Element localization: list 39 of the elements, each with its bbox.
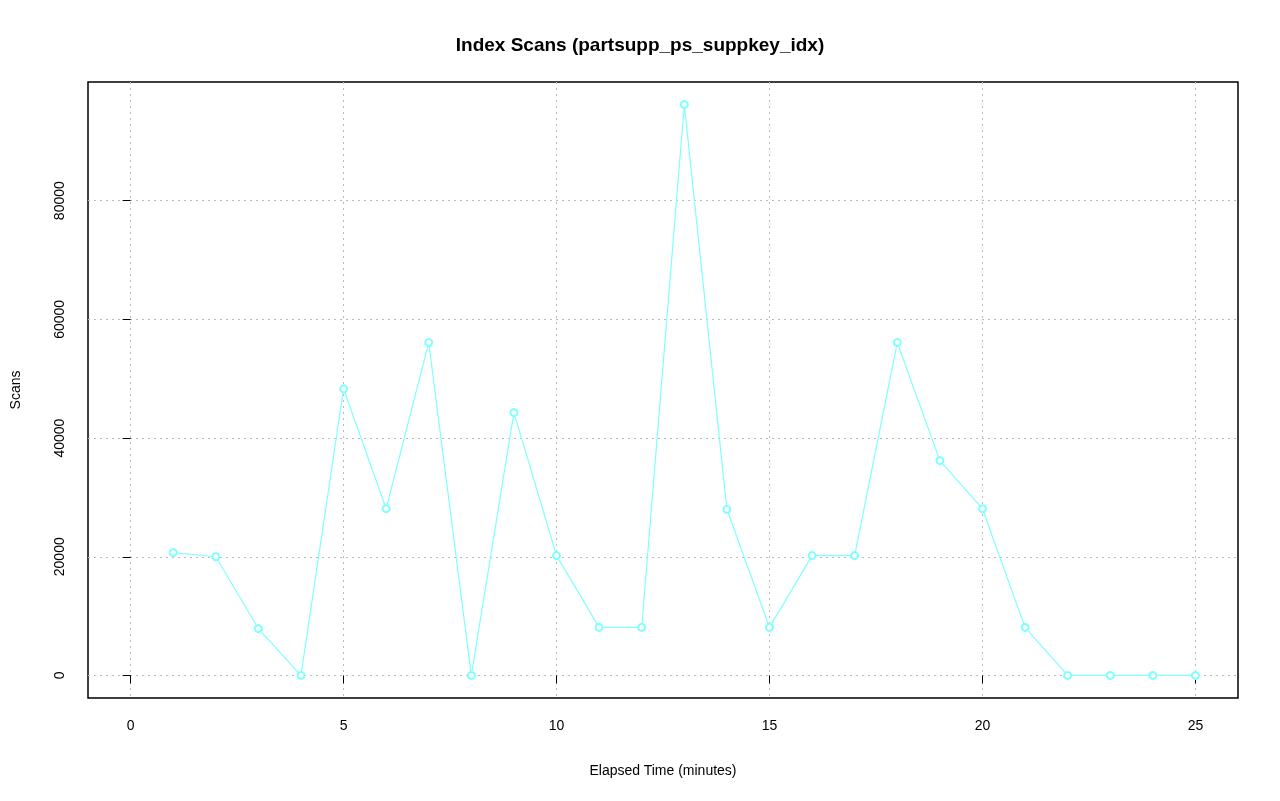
point bbox=[1105, 670, 1115, 680]
x-tick-label: 10 bbox=[548, 717, 565, 733]
point bbox=[1020, 622, 1030, 632]
point bbox=[594, 622, 604, 632]
y-tick-label: 60000 bbox=[51, 299, 67, 339]
x-axis-title: Elapsed Time (minutes) bbox=[589, 762, 737, 778]
point bbox=[679, 100, 689, 110]
point bbox=[552, 551, 562, 561]
point bbox=[1063, 670, 1073, 680]
x-tick-label: 0 bbox=[126, 717, 135, 733]
point bbox=[807, 551, 817, 561]
point bbox=[1148, 670, 1158, 680]
point bbox=[850, 551, 860, 561]
x-tick-label: 25 bbox=[1187, 717, 1204, 733]
y-tick-label: 0 bbox=[51, 671, 67, 680]
y-tick-label: 40000 bbox=[51, 418, 67, 458]
point bbox=[637, 622, 647, 632]
point bbox=[892, 338, 902, 348]
point bbox=[509, 408, 519, 418]
y-tick-label: 20000 bbox=[51, 537, 67, 577]
x-tick-label: 5 bbox=[339, 717, 348, 733]
point bbox=[381, 504, 391, 514]
x-tick-label: 15 bbox=[761, 717, 778, 733]
point bbox=[296, 670, 306, 680]
point bbox=[1190, 670, 1200, 680]
x-tick-label: 20 bbox=[974, 717, 991, 733]
chart-title: Index Scans (partsupp_ps_suppkey_idx) bbox=[455, 34, 825, 55]
point bbox=[935, 456, 945, 466]
point bbox=[722, 504, 732, 514]
point bbox=[466, 670, 476, 680]
point bbox=[339, 384, 349, 394]
point bbox=[424, 338, 434, 348]
y-tick-label: 80000 bbox=[51, 181, 67, 221]
point bbox=[764, 622, 774, 632]
y-axis-title: Scans bbox=[7, 370, 23, 410]
point bbox=[211, 552, 221, 562]
point bbox=[253, 624, 263, 634]
point bbox=[168, 548, 178, 558]
point bbox=[977, 504, 987, 514]
